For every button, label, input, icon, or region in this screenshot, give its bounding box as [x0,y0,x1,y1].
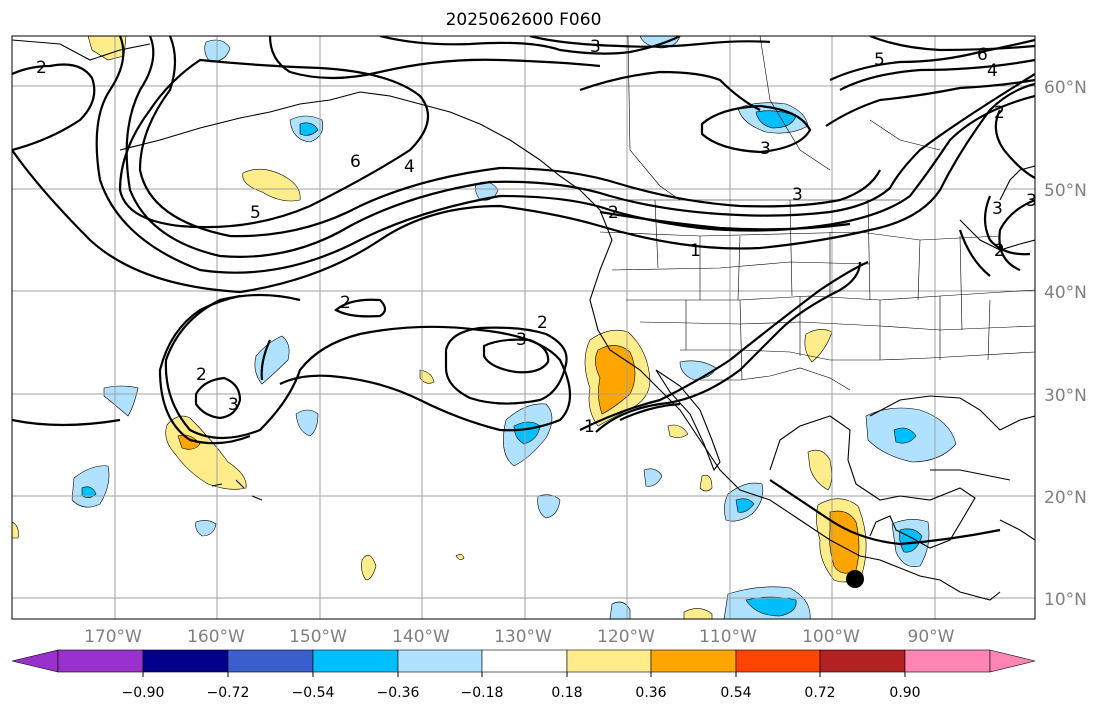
contour-label: 4 [987,61,998,81]
contour-label: 3 [760,139,771,159]
lon-label: 160°W [187,627,245,647]
map-frame-bg [12,36,1035,619]
contour-label: 2 [608,203,619,223]
contour-label: 3 [590,37,601,57]
contour-label: 6 [350,152,361,172]
colorbar-segment [142,649,229,673]
contour-label: 2 [994,241,1005,261]
colorbar-segment [481,649,568,673]
lon-label: 140°W [392,627,450,647]
colorbar-segment [312,649,399,673]
lat-label: 20°N [1044,488,1087,508]
lon-label: 110°W [699,627,757,647]
colorbar-tick-label: 0.90 [889,685,920,701]
colorbar-segment [397,649,483,673]
colorbar-tick-label: 0.54 [720,685,751,701]
lat-label: 40°N [1044,283,1087,303]
colorbar-segment [57,649,144,673]
colorbar-segment [227,649,314,673]
contour-label: 2 [340,293,351,313]
contour-label: 2 [196,365,207,385]
contour-label: 3 [792,185,803,205]
contour-lines [12,36,1035,546]
colorbar-extend-high [989,649,1036,673]
contour-label: 2 [537,313,548,333]
lon-label: 100°W [802,627,860,647]
lon-label: 90°W [908,627,955,647]
contour-label: 2 [36,58,47,78]
map-border [11,35,1036,620]
colorbar-extend-low [11,649,59,673]
latitude-labels: 60°N 50°N 40°N 30°N 20°N 10°N [1044,78,1087,610]
colorbar-labels: −0.90 −0.72 −0.54 −0.36 −0.18 0.18 0.36 … [122,685,921,701]
lon-label: 170°W [84,627,142,647]
lon-label: 130°W [494,627,552,647]
colorbar-tick-label: 0.72 [804,685,835,701]
contour-label: 5 [874,50,885,70]
lat-label: 60°N [1044,78,1087,98]
longitude-labels: 170°W 160°W 150°W 140°W 130°W 120°W 110°… [84,627,955,647]
contour-label: 5 [250,203,261,223]
contour-label: 3 [1026,191,1037,211]
map-title: 2025062600 F060 [445,10,602,30]
contour-labels: 2 3 5 6 4 2 6 4 5 3 3 3 2 1 2 3 2 2 3 1 … [36,37,1037,437]
colorbar-tick-label: −0.90 [122,685,165,701]
colorbar-ticks [142,672,906,677]
lat-label: 30°N [1044,386,1087,406]
lat-label: 10°N [1044,590,1087,610]
contour-label: 3 [992,199,1003,219]
coastlines [12,39,1035,601]
colorbar-segment [819,649,906,673]
storm-center-dot [846,570,864,588]
lat-label: 50°N [1044,181,1087,201]
contour-label: 3 [228,395,239,415]
contour-label: 1 [690,241,701,261]
lon-label: 120°W [597,627,655,647]
colorbar-segment [566,649,652,673]
contour-label: 1 [584,417,595,437]
colorbar-tick-label: −0.72 [207,685,250,701]
contour-label: 6 [977,45,988,65]
colorbar-tick-label: −0.36 [377,685,420,701]
colorbar-segment [904,649,991,673]
colorbar-tick-label: 0.36 [635,685,666,701]
colorbar-tick-label: −0.18 [461,685,504,701]
colorbar-segment [650,649,737,673]
colorbar [11,649,1036,673]
contour-label: 3 [516,330,527,350]
graticule [12,36,1035,619]
contour-label: 4 [404,157,415,177]
colorbar-segment [735,649,821,673]
lon-label: 150°W [289,627,347,647]
colorbar-tick-label: −0.54 [292,685,335,701]
colorbar-tick-label: 0.18 [551,685,582,701]
contour-label: 2 [994,103,1005,123]
